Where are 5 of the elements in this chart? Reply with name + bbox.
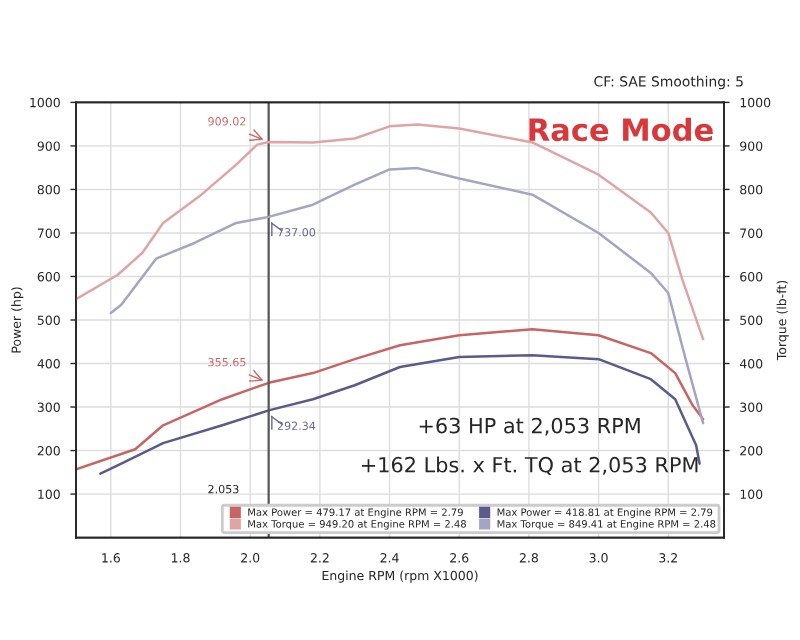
chart-title: Race Mode	[529, 117, 713, 142]
line-series	[99, 354, 701, 475]
line-series	[76, 327, 705, 471]
annotation: +63 HP at 2,053 RPM	[419, 417, 640, 436]
annotation: +162 Lbs. x Ft. TQ at 2,053 RPM	[361, 456, 698, 476]
